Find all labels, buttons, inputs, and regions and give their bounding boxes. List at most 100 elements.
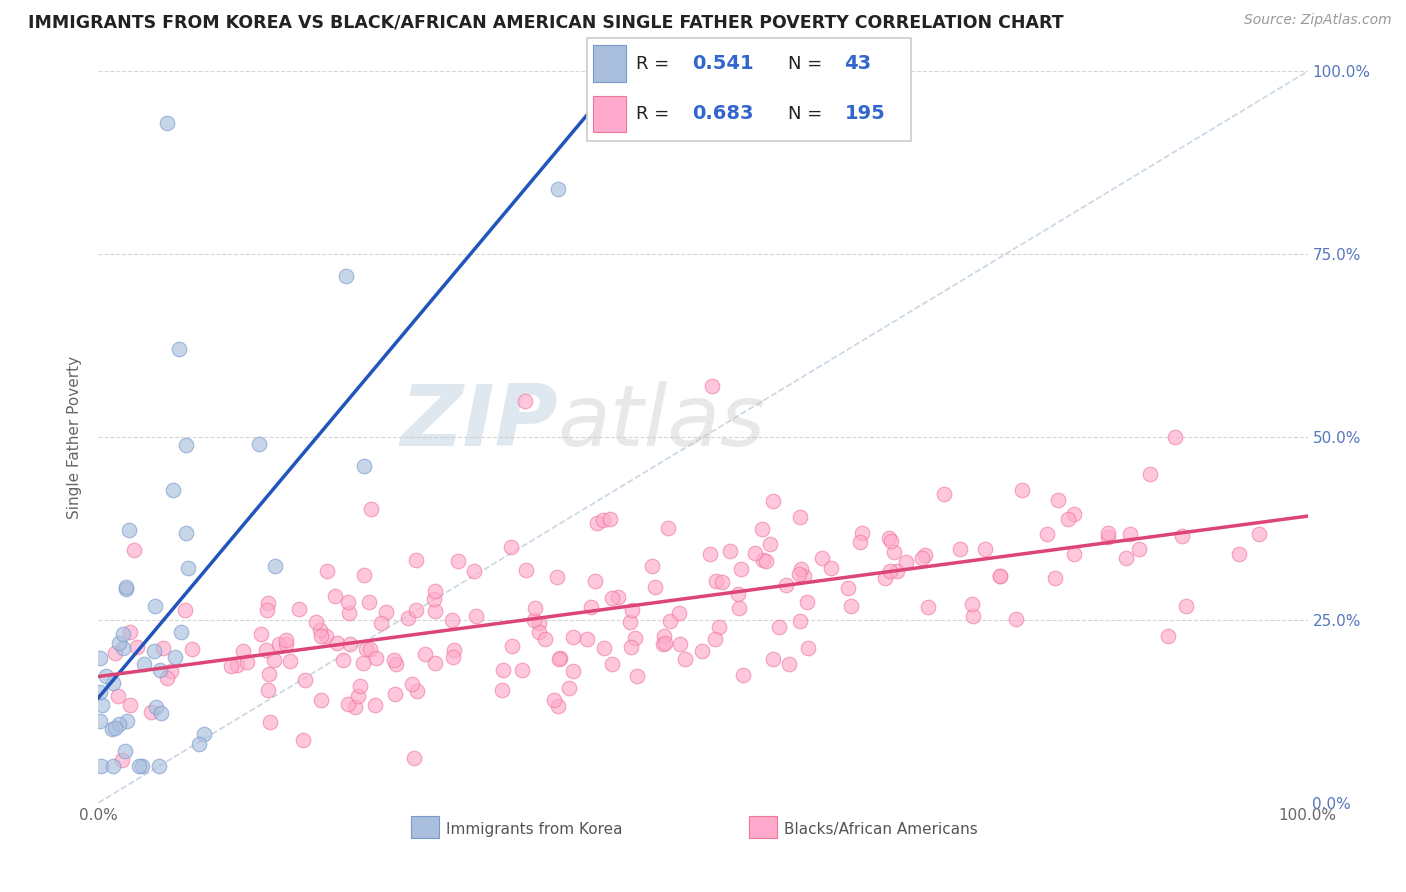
Text: atlas: atlas <box>558 381 766 464</box>
Point <box>759 537 782 551</box>
FancyBboxPatch shape <box>593 45 627 82</box>
Point <box>402 750 425 764</box>
Point <box>360 501 382 516</box>
Point <box>879 564 901 578</box>
Point <box>149 706 172 720</box>
Point <box>375 605 398 619</box>
Point <box>839 599 862 613</box>
Point <box>101 676 124 690</box>
Text: R =: R = <box>637 54 675 72</box>
Text: 43: 43 <box>845 54 872 73</box>
Point <box>727 586 749 600</box>
Point <box>443 643 465 657</box>
Point <box>879 534 901 549</box>
Point <box>728 601 751 615</box>
Point <box>250 627 273 641</box>
Point <box>702 379 724 393</box>
Point <box>626 669 648 683</box>
Point <box>101 722 124 736</box>
Point <box>385 657 408 671</box>
Y-axis label: Single Father Poverty: Single Father Poverty <box>67 356 83 518</box>
Text: Source: ZipAtlas.com: Source: ZipAtlas.com <box>1244 13 1392 28</box>
Point <box>543 693 565 707</box>
Point <box>332 653 354 667</box>
Point <box>346 690 368 704</box>
Point <box>651 637 673 651</box>
Point <box>501 640 523 654</box>
Point <box>668 606 690 620</box>
Point <box>652 629 675 643</box>
Point <box>143 644 166 658</box>
Point <box>1043 570 1066 584</box>
Point <box>796 595 818 609</box>
Point <box>640 558 662 573</box>
Point <box>1057 511 1080 525</box>
Point <box>187 738 209 752</box>
Point <box>276 637 298 651</box>
Point <box>423 604 446 618</box>
Point <box>1063 547 1085 561</box>
Point <box>441 649 464 664</box>
Point <box>463 565 485 579</box>
Point <box>1164 430 1187 444</box>
Point <box>1171 528 1194 542</box>
Point <box>949 542 972 557</box>
Point <box>94 669 117 683</box>
Point <box>654 636 676 650</box>
Point <box>546 569 568 583</box>
Point <box>309 629 332 643</box>
Point <box>167 343 190 357</box>
Point <box>1115 550 1137 565</box>
Point <box>561 630 583 644</box>
Point <box>256 603 278 617</box>
Point <box>401 677 423 691</box>
Point <box>602 657 624 671</box>
Point <box>1097 525 1119 540</box>
Point <box>669 637 692 651</box>
Point <box>107 689 129 703</box>
Point <box>176 437 198 451</box>
Point <box>305 615 328 630</box>
Point <box>706 574 728 588</box>
Point <box>90 759 112 773</box>
Point <box>422 592 444 607</box>
Point <box>156 115 179 129</box>
Point <box>294 673 316 688</box>
Point <box>988 569 1011 583</box>
Point <box>624 632 647 646</box>
Point <box>768 620 790 634</box>
Point <box>917 599 939 614</box>
Point <box>339 637 361 651</box>
Point <box>789 562 811 576</box>
Point <box>193 726 215 740</box>
Point <box>561 664 583 678</box>
Point <box>592 513 614 527</box>
Point <box>527 616 550 631</box>
Point <box>156 672 179 686</box>
Point <box>1175 599 1198 614</box>
Point <box>491 683 513 698</box>
Point <box>793 569 815 583</box>
Text: Immigrants from Korea: Immigrants from Korea <box>446 822 623 837</box>
Point <box>278 654 301 668</box>
Point <box>337 697 360 711</box>
Point <box>112 640 135 655</box>
Text: 0.541: 0.541 <box>693 54 754 73</box>
Point <box>914 548 936 562</box>
Point <box>1046 493 1069 508</box>
Point <box>988 569 1011 583</box>
Point <box>849 534 872 549</box>
Point <box>820 561 842 575</box>
Point <box>579 599 602 614</box>
Point <box>599 512 621 526</box>
Point <box>789 509 811 524</box>
Point <box>547 699 569 714</box>
Point <box>557 681 579 695</box>
Point <box>359 642 381 657</box>
Text: N =: N = <box>789 54 828 72</box>
Text: 0.683: 0.683 <box>693 104 754 123</box>
Point <box>149 663 172 677</box>
Point <box>657 521 679 535</box>
Point <box>323 589 346 603</box>
Point <box>263 653 285 667</box>
